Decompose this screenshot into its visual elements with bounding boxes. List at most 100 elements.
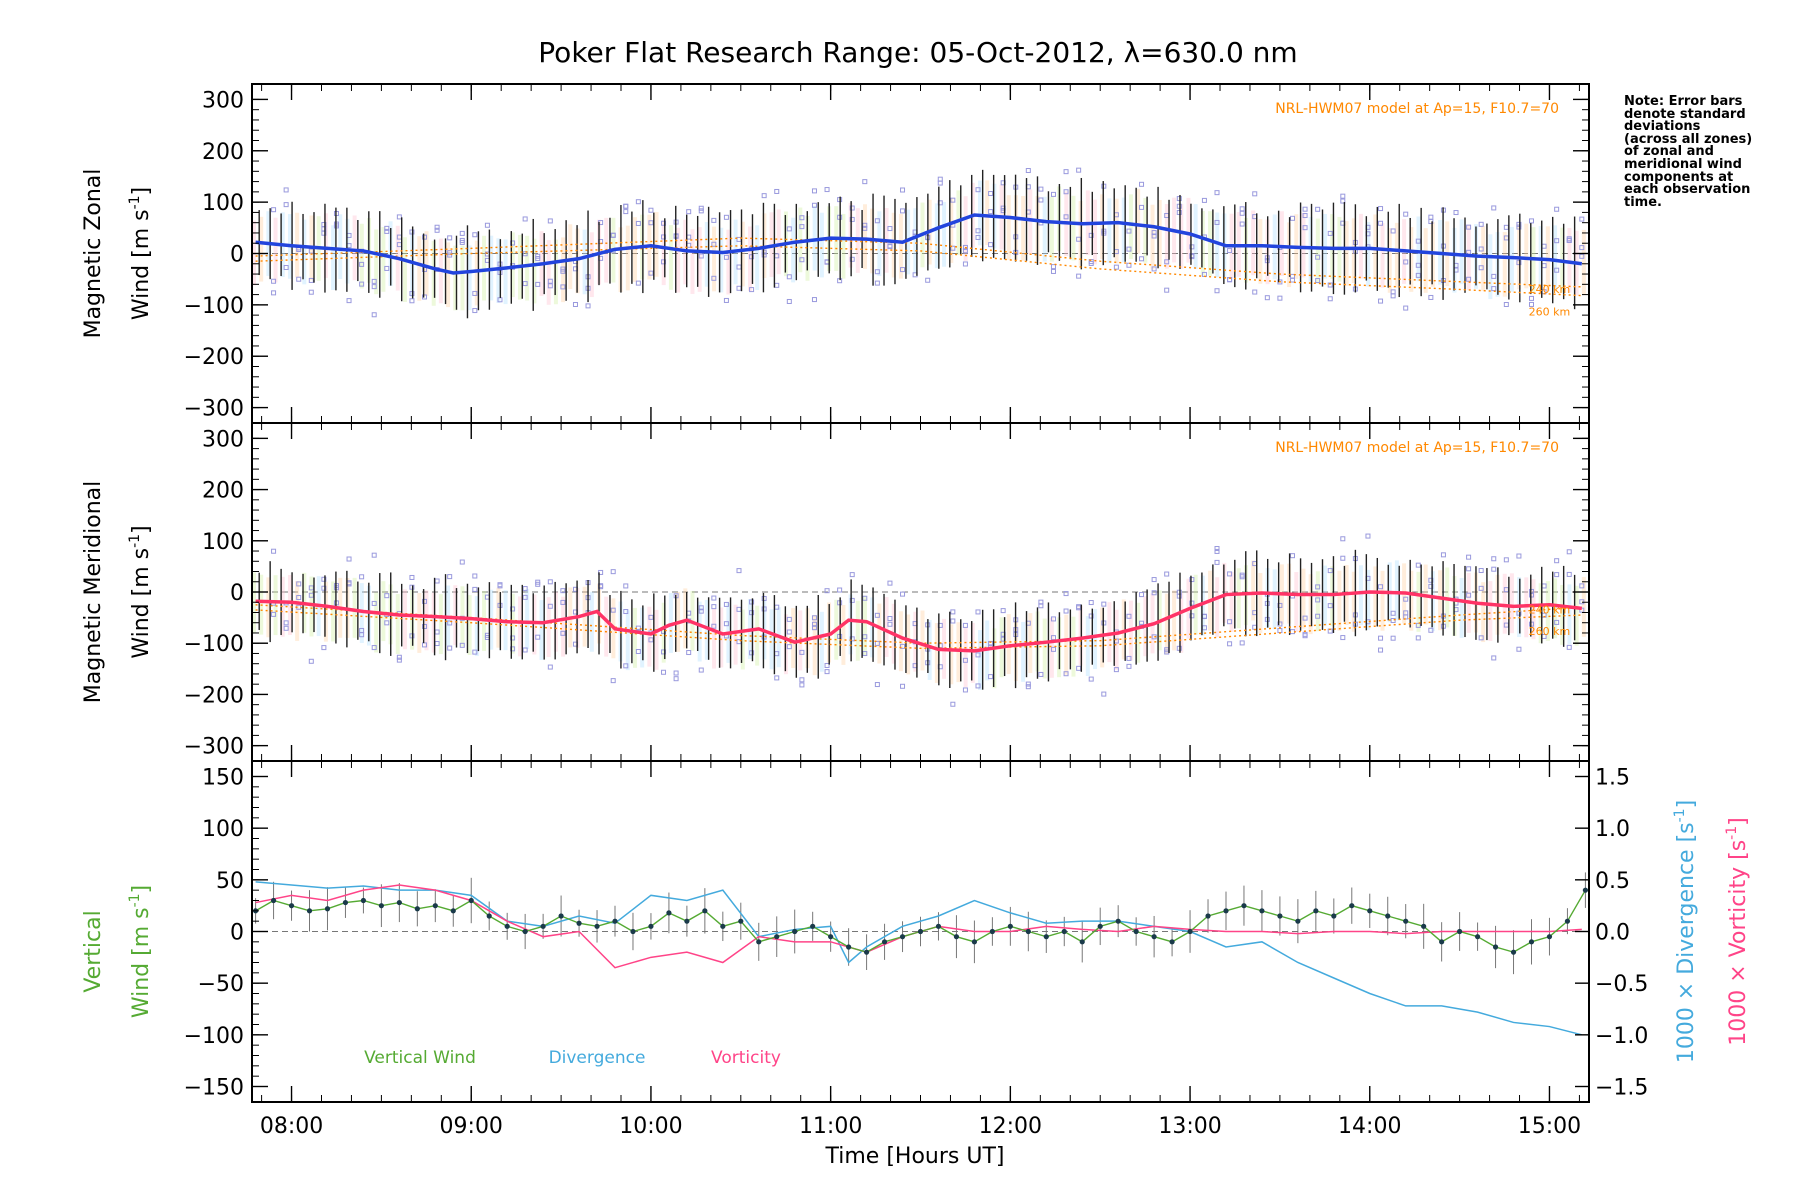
zone-spread-segment xyxy=(331,225,336,290)
scatter-point xyxy=(799,682,805,688)
scatter-point xyxy=(1264,295,1270,301)
zone-spread-segment xyxy=(482,235,487,301)
scatter-point xyxy=(1277,279,1283,285)
vorticity-axis-label: 1000 × Vorticity [s-1] xyxy=(1724,817,1751,1045)
vertical-wind-point xyxy=(630,928,636,935)
scatter-point xyxy=(1327,568,1333,574)
zone-spread-segment xyxy=(1366,569,1371,630)
scatter-point xyxy=(1403,610,1409,616)
scatter-point xyxy=(1302,633,1308,639)
scatter-point xyxy=(1528,295,1534,301)
zone-spread-segment xyxy=(632,607,637,668)
scatter-point xyxy=(1315,613,1321,619)
zone-spread-segment xyxy=(1114,198,1119,264)
y-tick-label: −100 xyxy=(184,1024,244,1049)
zone-spread-segment xyxy=(1553,578,1558,639)
scatter-point xyxy=(648,270,654,276)
scatter-point xyxy=(1239,221,1245,227)
zone-spread-segment xyxy=(1006,195,1011,260)
scatter-point xyxy=(975,609,981,615)
scatter-point xyxy=(988,640,994,646)
scatter-point xyxy=(761,252,767,258)
vertical-wind-point xyxy=(576,920,582,926)
zone-spread-segment xyxy=(402,589,407,650)
scatter-point xyxy=(1428,627,1434,633)
zone-spread-segment xyxy=(755,225,760,291)
scatter-point xyxy=(321,645,327,651)
vertical-wind-point xyxy=(810,923,816,929)
scatter-point xyxy=(547,664,553,670)
x-tick-label: 13:00 xyxy=(1158,1114,1221,1139)
zone-spread-segment xyxy=(431,241,436,306)
scatter-point xyxy=(434,227,440,233)
scatter-point xyxy=(522,281,528,287)
zone-spread-segment xyxy=(1071,616,1076,677)
scatter-point xyxy=(1252,191,1258,197)
scatter-point xyxy=(648,220,654,226)
scatter-point xyxy=(1076,665,1082,671)
scatter-point xyxy=(950,618,956,624)
y-tick-label: 0 xyxy=(230,581,244,606)
scatter-point xyxy=(1151,577,1157,583)
zone-spread-segment xyxy=(431,592,436,653)
zone-spread-segment xyxy=(1545,581,1550,641)
scatter-point xyxy=(1277,602,1283,608)
zone-spread-segment xyxy=(1042,618,1047,679)
scatter-point xyxy=(661,649,667,655)
vertical-wind-point xyxy=(881,939,888,945)
scatter-point xyxy=(1390,228,1396,234)
scatter-point xyxy=(874,612,880,618)
scatter-point xyxy=(371,645,377,651)
zone-spread-segment xyxy=(1308,574,1313,635)
zone-spread-segment xyxy=(525,235,530,301)
zone-spread-segment xyxy=(417,236,422,301)
vertical-wind-point xyxy=(1223,908,1229,914)
scatter-point xyxy=(887,616,893,622)
scatter-point xyxy=(761,193,767,199)
scatter-point xyxy=(459,230,465,236)
zone-spread-segment xyxy=(1143,198,1148,263)
zone-spread-segment xyxy=(1164,204,1169,269)
scatter-point xyxy=(799,224,805,230)
scatter-point xyxy=(321,230,327,236)
zone-spread-segment xyxy=(1215,212,1220,278)
y-axis-label: Magnetic Meridional xyxy=(81,481,106,703)
scatter-point xyxy=(459,237,465,243)
vertical-wind-point xyxy=(1295,918,1301,924)
zone-spread-segment xyxy=(352,215,357,281)
scatter-point xyxy=(686,650,692,656)
scatter-point xyxy=(447,620,453,626)
scatter-point xyxy=(1038,197,1044,203)
scatter-point xyxy=(1566,549,1572,555)
scatter-point xyxy=(1315,206,1321,212)
scatter-point xyxy=(799,215,805,221)
scatter-point xyxy=(1428,583,1434,589)
zone-spread-segment xyxy=(561,237,566,303)
zone-spread-segment xyxy=(1560,584,1565,645)
zone-spread-segment xyxy=(877,211,882,277)
scatter-point xyxy=(1063,214,1069,220)
zone-spread-segment xyxy=(273,217,278,283)
scatter-point xyxy=(849,216,855,222)
zone-spread-segment xyxy=(1538,583,1543,644)
scatter-point xyxy=(1528,218,1534,224)
right-tick-label: 1.0 xyxy=(1595,817,1630,842)
scatter-point xyxy=(1214,288,1220,294)
zone-spread-segment xyxy=(1387,228,1392,293)
zone-spread-segment xyxy=(625,610,630,671)
scatter-point xyxy=(950,197,956,203)
zone-spread-segment xyxy=(546,240,551,305)
scatter-point xyxy=(271,548,277,554)
scatter-point xyxy=(1063,608,1069,614)
scatter-point xyxy=(975,683,981,689)
scatter-point xyxy=(1189,600,1195,606)
scatter-point xyxy=(384,228,390,234)
scatter-point xyxy=(849,572,855,578)
scatter-point xyxy=(472,586,478,592)
scatter-point xyxy=(572,302,578,308)
scatter-point xyxy=(774,188,780,194)
scatter-point xyxy=(1214,548,1220,554)
zone-spread-segment xyxy=(359,583,364,643)
scatter-point xyxy=(396,214,402,220)
scatter-point xyxy=(1088,232,1094,238)
